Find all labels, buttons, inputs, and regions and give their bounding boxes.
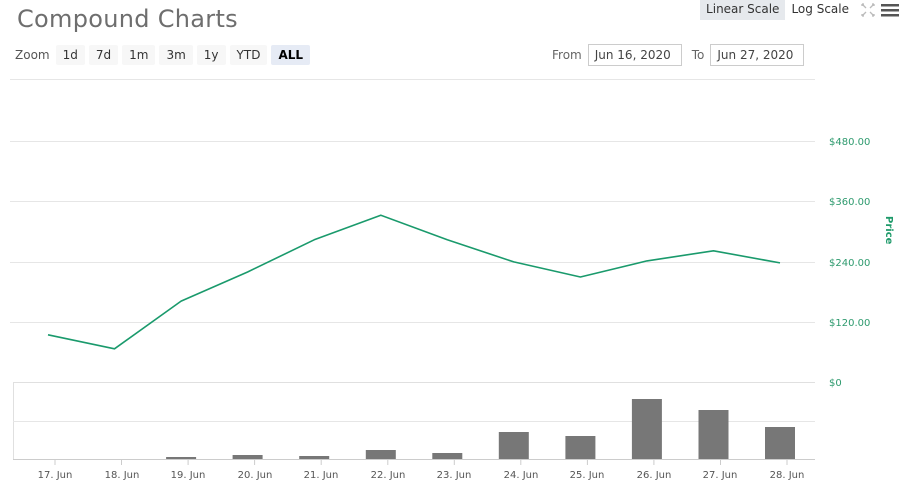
x-tick-label: 19. Jun [171, 470, 206, 481]
x-tick-label: 21. Jun [304, 470, 339, 481]
zoom-selector: Zoom 1d 7d 1m 3m 1y YTD ALL [15, 44, 314, 66]
page-title: Compound Charts [17, 5, 238, 33]
volume-bar[interactable] [498, 432, 529, 459]
zoom-all-button[interactable]: ALL [271, 45, 311, 65]
volume-bars [166, 399, 795, 459]
price-gridlines [10, 79, 815, 323]
x-tick-label: 20. Jun [238, 470, 273, 481]
volume-bar[interactable] [232, 455, 263, 459]
zoom-ytd-button[interactable]: YTD [229, 45, 268, 65]
y-tick: $240.00 [829, 258, 870, 269]
date-range: From Jun 16, 2020 To Jun 27, 2020 [552, 44, 805, 66]
fullscreen-icon[interactable] [859, 3, 877, 17]
x-tick-label: 17. Jun [38, 470, 73, 481]
zoom-label: Zoom [15, 48, 50, 62]
volume-bar[interactable] [299, 456, 330, 459]
volume-bar[interactable] [432, 453, 463, 459]
y-tick: $120.00 [829, 318, 870, 329]
zoom-7d-button[interactable]: 7d [88, 45, 119, 65]
volume-pane [13, 382, 815, 465]
zoom-1d-button[interactable]: 1d [55, 45, 85, 65]
price-line[interactable] [47, 214, 781, 350]
x-tick-label: 28. Jun [770, 470, 805, 481]
linear-scale-button[interactable]: Linear Scale [700, 0, 786, 20]
zoom-1m-button[interactable]: 1m [122, 45, 156, 65]
y-axis-title: Price [883, 216, 894, 245]
volume-bar[interactable] [698, 410, 729, 459]
log-scale-button[interactable]: Log Scale [791, 2, 849, 16]
volume-bar[interactable] [631, 399, 662, 459]
volume-bar[interactable] [765, 427, 795, 459]
to-date-input[interactable]: Jun 27, 2020 [710, 44, 805, 66]
x-tick-label: 26. Jun [637, 470, 672, 481]
from-date-input[interactable]: Jun 16, 2020 [587, 44, 682, 66]
x-axis-labels: 17. Jun 18. Jun 19. Jun 20. Jun 21. Jun … [38, 470, 805, 481]
zoom-3m-button[interactable]: 3m [159, 45, 193, 65]
x-tick-label: 27. Jun [703, 470, 738, 481]
price-y-axis: $480.00 $360.00 $240.00 $120.00 $0 Price [829, 137, 894, 389]
zoom-1y-button[interactable]: 1y [196, 45, 226, 65]
menu-icon[interactable] [881, 3, 899, 17]
from-label: From [552, 48, 582, 62]
to-label: To [691, 48, 705, 62]
volume-bar[interactable] [166, 457, 197, 459]
y-tick: $0 [829, 378, 842, 389]
y-tick: $480.00 [829, 137, 870, 148]
x-tick-label: 25. Jun [570, 470, 605, 481]
volume-bar[interactable] [565, 436, 596, 459]
x-tick-label: 18. Jun [105, 470, 140, 481]
x-tick-label: 23. Jun [437, 470, 472, 481]
x-ticks [54, 459, 788, 465]
y-tick: $360.00 [829, 197, 870, 208]
x-tick-label: 22. Jun [371, 470, 406, 481]
x-tick-label: 24. Jun [504, 470, 539, 481]
volume-bar[interactable] [365, 450, 396, 459]
scale-toolbar: Linear Scale Log Scale [700, 0, 899, 20]
